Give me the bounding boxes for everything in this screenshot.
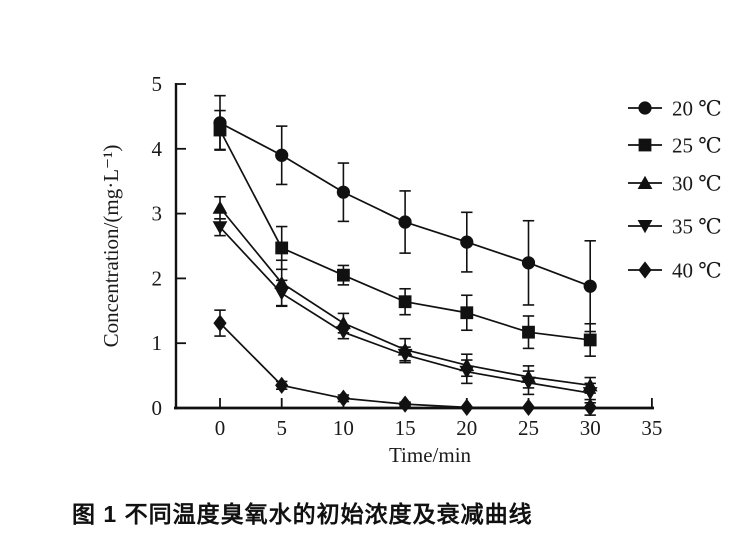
- legend-label: 40 ℃: [672, 259, 722, 283]
- marker-circle: [398, 215, 412, 229]
- marker-square: [398, 295, 412, 309]
- marker-triangle-down: [212, 221, 228, 235]
- marker-circle: [460, 235, 474, 249]
- legend-label: 35 ℃: [672, 215, 722, 239]
- y-tick-label-5: 5: [152, 72, 163, 96]
- marker-square: [583, 333, 597, 347]
- series-20℃: [213, 94, 597, 333]
- legend-item-40℃: 40 ℃: [628, 259, 722, 283]
- marker-triangle-up: [212, 200, 228, 214]
- marker-square: [213, 123, 227, 137]
- marker-diamond: [521, 398, 536, 416]
- legend-label: 25 ℃: [672, 134, 722, 158]
- marker-triangle-down: [274, 287, 290, 301]
- x-tick-label-20: 20: [456, 416, 477, 440]
- x-tick-label-35: 35: [641, 416, 662, 440]
- marker-triangle-down: [336, 326, 351, 340]
- legend-item-20℃: 20 ℃: [628, 97, 722, 121]
- marker-diamond: [275, 376, 289, 394]
- marker-circle: [521, 256, 536, 270]
- legend-marker-triangle-up: [637, 175, 653, 189]
- y-tick-label-2: 2: [152, 266, 163, 290]
- y-tick-label-4: 4: [152, 137, 163, 161]
- x-tick-label-5: 5: [276, 416, 287, 440]
- legend: 20 ℃ 25 ℃ 30 ℃ 35 ℃ 40 ℃: [628, 97, 722, 283]
- marker-circle: [583, 279, 597, 293]
- marker-square: [522, 325, 535, 339]
- marker-triangle-down: [397, 348, 413, 363]
- x-tick-label-10: 10: [333, 416, 354, 440]
- marker-square: [337, 268, 350, 282]
- marker-circle: [275, 148, 289, 162]
- y-tick-label-0: 0: [152, 396, 163, 420]
- y-tick-label-3: 3: [152, 202, 163, 226]
- marker-square: [275, 241, 289, 255]
- marker-diamond: [398, 395, 412, 413]
- x-axis-label: Time/min: [389, 443, 472, 467]
- marker-diamond: [213, 314, 227, 332]
- marker-diamond: [336, 389, 350, 407]
- series-40℃: [213, 309, 597, 416]
- series-35℃: [212, 217, 598, 404]
- y-tick-label-1: 1: [152, 331, 163, 355]
- legend-item-35℃: 35 ℃: [628, 215, 722, 239]
- figure-caption: 图 1 不同温度臭氧水的初始浓度及衰减曲线: [72, 501, 533, 527]
- legend-label: 30 ℃: [672, 172, 722, 196]
- legend-marker-circle: [638, 101, 652, 115]
- x-tick-label-0: 0: [215, 416, 226, 440]
- marker-triangle-down: [459, 365, 475, 379]
- marker-square: [460, 306, 474, 320]
- series-25℃: [213, 109, 597, 357]
- marker-diamond: [460, 398, 474, 416]
- legend-label: 20 ℃: [672, 97, 722, 121]
- legend-item-25℃: 25 ℃: [628, 134, 722, 158]
- legend-marker-square: [638, 138, 652, 152]
- x-tick-label-25: 25: [518, 416, 539, 440]
- marker-diamond: [583, 398, 597, 416]
- marker-triangle-down: [521, 376, 536, 390]
- axes: 0 5 10 15 20 25 30 35 0 1 2 3 4 5: [152, 72, 663, 440]
- y-axis-label: Concentration/(mg·L⁻¹): [99, 145, 123, 348]
- legend-marker-triangle-down: [637, 220, 653, 234]
- x-tick-label-30: 30: [580, 416, 601, 440]
- legend-marker-diamond: [638, 261, 652, 279]
- marker-circle: [336, 185, 350, 199]
- marker-triangle-down: [582, 387, 598, 401]
- legend-item-30℃: 30 ℃: [628, 172, 722, 196]
- x-tick-label-15: 15: [395, 416, 416, 440]
